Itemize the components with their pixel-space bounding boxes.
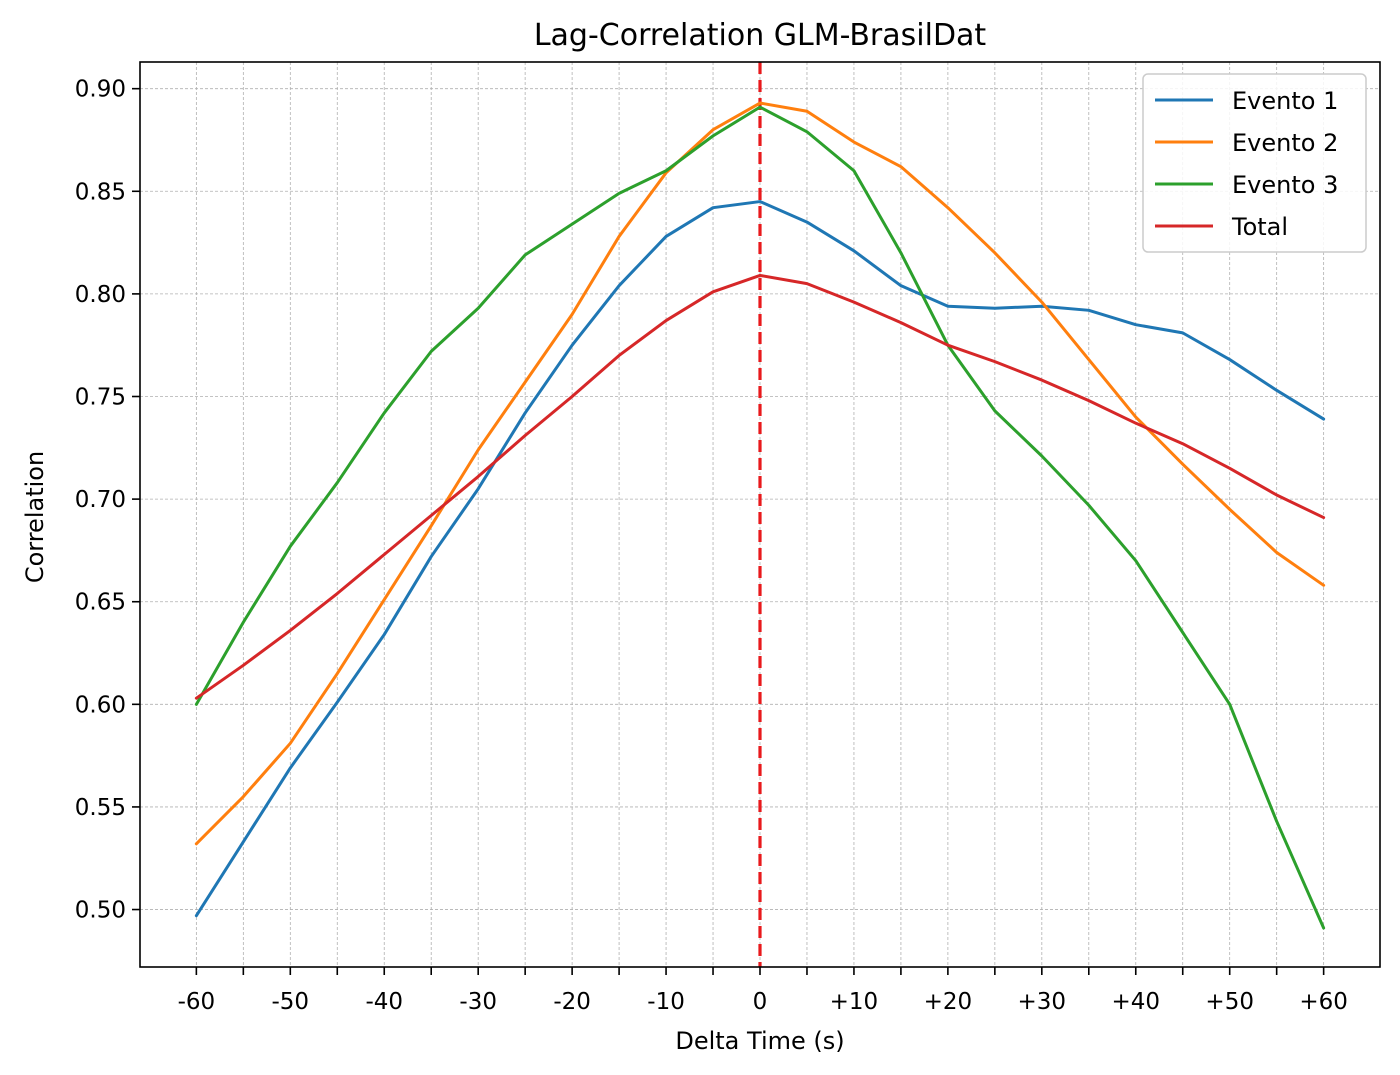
- x-axis-ticks: -60 -50 -40 -30 -20 -10 0 +10 +20 +30 +40 +50 +60: [178, 967, 1348, 1015]
- x-tick-label: -60: [178, 989, 216, 1015]
- x-tick-label: -30: [459, 989, 497, 1015]
- y-tick-label: 0.85: [75, 179, 126, 205]
- series-line-2: [194, 101, 1326, 846]
- x-tick-label: -20: [553, 989, 591, 1015]
- series-line-3: [194, 105, 1326, 930]
- y-tick-label: 0.80: [75, 282, 126, 308]
- series-lines: [194, 101, 1326, 930]
- x-tick-label: +10: [830, 989, 879, 1015]
- y-tick-label: 0.90: [75, 77, 126, 103]
- y-axis-ticks: 0.50 0.55 0.60 0.65 0.70 0.75 0.80 0.85 0.90: [75, 77, 140, 924]
- legend-entry-label: Evento 2: [1232, 129, 1338, 157]
- y-tick-label: 0.75: [75, 385, 126, 411]
- x-tick-label: +20: [924, 989, 973, 1015]
- x-tick-label: -10: [647, 989, 685, 1015]
- series-line-1: [194, 200, 1326, 918]
- chart-title: Lag-Correlation GLM-BrasilDat: [534, 18, 987, 53]
- x-axis-label: Delta Time (s): [675, 1027, 844, 1055]
- y-tick-label: 0.50: [75, 898, 126, 924]
- legend-entry-label: Evento 3: [1232, 171, 1338, 199]
- y-tick-label: 0.60: [75, 692, 126, 718]
- y-tick-label: 0.65: [75, 590, 126, 616]
- x-tick-label: +50: [1205, 989, 1254, 1015]
- legend-entry-label: Evento 1: [1232, 87, 1338, 115]
- legend-entry-label: Total: [1231, 213, 1288, 241]
- series-line-4: [194, 273, 1326, 700]
- x-tick-label: -40: [365, 989, 403, 1015]
- x-tick-label: -50: [272, 989, 310, 1015]
- legend: Evento 1 Evento 2 Evento 3 Total: [1142, 73, 1367, 253]
- y-axis-label: Correlation: [21, 451, 49, 583]
- y-tick-label: 0.55: [75, 795, 126, 821]
- x-tick-label: +40: [1111, 989, 1160, 1015]
- x-tick-label: 0: [753, 989, 768, 1015]
- x-tick-label: +30: [1018, 989, 1067, 1015]
- legend-box: [1142, 73, 1367, 253]
- y-tick-label: 0.70: [75, 487, 126, 513]
- x-tick-label: +60: [1299, 989, 1348, 1015]
